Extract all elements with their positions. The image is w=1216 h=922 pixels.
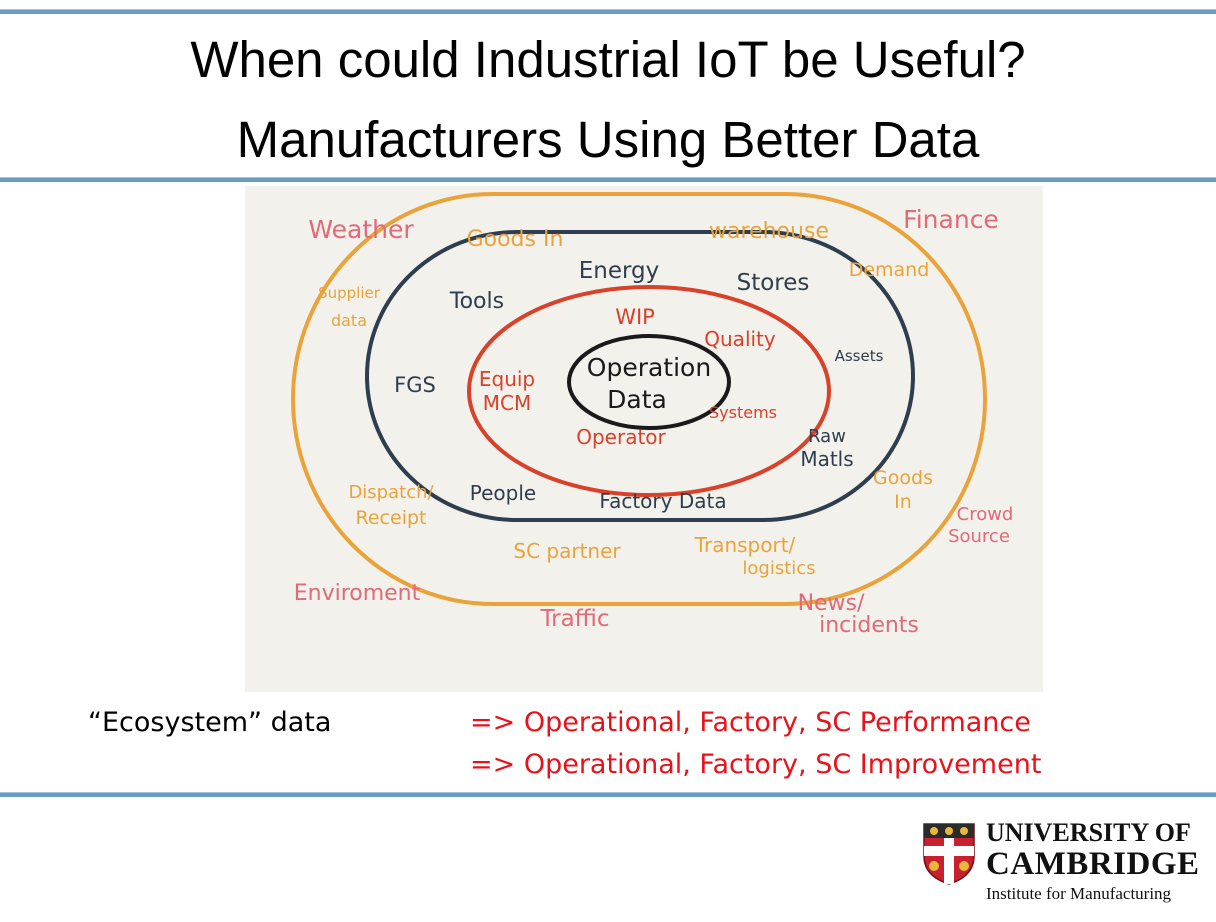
label-supplier-data: data xyxy=(331,311,367,330)
label-equip: Equip xyxy=(479,367,535,391)
core-label-line-2: Data xyxy=(607,385,667,414)
slide-title-line-2: Manufacturers Using Better Data xyxy=(236,111,980,168)
label-dispatch: Dispatch/ xyxy=(348,482,434,503)
label-news: News/ xyxy=(798,591,865,616)
ecosystem-data-label: “Ecosystem” data xyxy=(88,707,332,738)
core-ring xyxy=(567,334,731,430)
label-assets: Assets xyxy=(835,347,884,365)
top-rule xyxy=(0,9,1216,14)
label-stores: Stores xyxy=(737,270,810,296)
label-tools: Tools xyxy=(449,289,504,314)
label-receipt: Receipt xyxy=(356,507,427,529)
improvement-arrow-text: => Operational, Factory, SC Improvement xyxy=(470,749,1042,780)
label-mcm: MCM xyxy=(483,391,531,415)
label-raw: Raw xyxy=(808,426,846,447)
outer-ring xyxy=(291,192,987,606)
ecosystem-diagram: Operation Data WIP Quality Equip MCM Sys… xyxy=(245,186,1043,692)
label-quality: Quality xyxy=(704,327,776,351)
label-enviroment: Enviroment xyxy=(294,581,421,606)
cambridge-crest-icon xyxy=(923,823,975,885)
label-crowd: Crowd xyxy=(957,504,1014,525)
label-factory-data: Factory Data xyxy=(599,489,726,513)
label-operator: Operator xyxy=(576,425,666,449)
bottom-rule xyxy=(0,792,1216,797)
label-systems: Systems xyxy=(709,403,777,422)
label-traffic: Traffic xyxy=(539,606,609,632)
label-finance: Finance xyxy=(903,205,999,234)
label-goods-in-right: Goods xyxy=(873,467,933,489)
label-supplier: Supplier xyxy=(318,284,381,302)
logo-cambridge-text: CAMBRIDGE xyxy=(986,846,1200,882)
label-demand: Demand xyxy=(849,259,930,281)
university-logo: UNIVERSITY OF CAMBRIDGE Institute for Ma… xyxy=(920,818,1210,910)
label-matls: Matls xyxy=(800,447,853,471)
label-weather: Weather xyxy=(308,215,414,244)
label-wip: WIP xyxy=(615,305,655,329)
label-energy: Energy xyxy=(579,258,660,284)
diagram-canvas: Operation Data WIP Quality Equip MCM Sys… xyxy=(291,192,1014,638)
slide-title-line-1: When could Industrial IoT be Useful? xyxy=(190,31,1026,88)
label-goods-in-top: Goods In xyxy=(467,227,564,252)
performance-arrow-text: => Operational, Factory, SC Performance xyxy=(470,707,1031,738)
label-incidents: incidents xyxy=(819,613,919,638)
label-warehouse: warehouse xyxy=(709,219,829,244)
label-sc-partner: SC partner xyxy=(513,539,621,563)
inner-ring xyxy=(467,285,831,497)
label-transport: Transport/ xyxy=(694,533,796,557)
middle-ring xyxy=(365,230,915,522)
logo-university-text: UNIVERSITY OF xyxy=(986,818,1191,847)
core-label-line-1: Operation xyxy=(587,353,711,382)
title-underline-rule xyxy=(0,177,1216,182)
label-in-right: In xyxy=(894,491,912,513)
label-logistics: logistics xyxy=(742,558,815,579)
label-fgs: FGS xyxy=(394,373,436,397)
label-people: People xyxy=(470,481,536,505)
logo-institute-text: Institute for Manufacturing xyxy=(986,884,1172,903)
label-source: Source xyxy=(948,526,1010,547)
